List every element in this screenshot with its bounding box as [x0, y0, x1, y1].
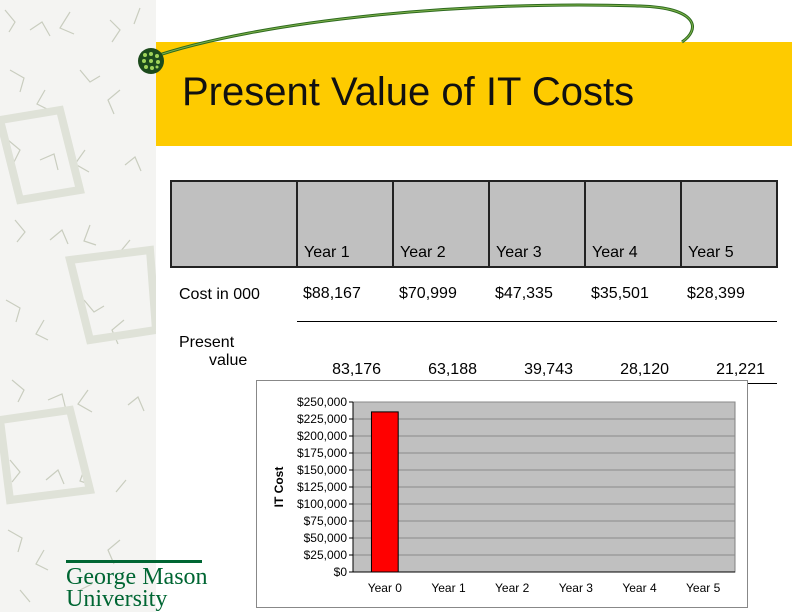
background-texture — [0, 0, 156, 612]
y-tick-label: $75,000 — [304, 514, 348, 528]
decorative-arc — [149, 3, 694, 60]
bar-year-0 — [370, 411, 399, 573]
row-label-present-value-line2: value — [209, 352, 248, 369]
pv-year-2: 63,188 — [393, 321, 489, 384]
x-tick-label: Year 1 — [431, 581, 466, 595]
table-header-corner — [170, 180, 298, 268]
globe-logo-icon — [138, 48, 164, 74]
table-header-row: Year 1 Year 2 Year 3 Year 4 Year 5 — [170, 180, 778, 268]
row-label-cost: Cost in 000 — [179, 285, 260, 303]
x-tick-label: Year 5 — [686, 581, 721, 595]
y-tick-label: $200,000 — [297, 429, 347, 443]
x-tick-label: Year 0 — [368, 581, 403, 595]
y-tick-label: $25,000 — [304, 548, 348, 562]
y-axis-label: IT Cost — [272, 467, 286, 508]
cost-year-5: $28,399 — [681, 267, 777, 322]
y-tick-label: $225,000 — [297, 412, 347, 426]
x-tick-label: Year 2 — [495, 581, 530, 595]
cost-year-2: $70,999 — [393, 267, 489, 322]
y-tick-label: $50,000 — [304, 531, 348, 545]
logo-text: George Mason University — [66, 564, 208, 612]
x-tick-label: Year 4 — [622, 581, 657, 595]
costs-table: Year 1 Year 2 Year 3 Year 4 Year 5 Cost … — [170, 180, 778, 384]
logo-line-2: University — [66, 586, 168, 612]
cost-year-4: $35,501 — [585, 267, 681, 322]
cost-year-1: $88,167 — [297, 267, 393, 322]
slide-title: Present Value of IT Costs — [182, 70, 635, 114]
table-row: Present value 83,176 63,188 39,743 28,12… — [171, 321, 777, 384]
pv-year-5: 21,221 — [681, 321, 777, 384]
title-bar — [156, 42, 792, 146]
y-tick-label: $100,000 — [297, 497, 347, 511]
header-year-3: Year 3 — [488, 180, 586, 268]
table-row: Cost in 000 $88,167 $70,999 $47,335 $35,… — [171, 267, 777, 322]
logo-line-1: George Mason — [66, 564, 208, 590]
pv-year-1: 83,176 — [297, 321, 393, 384]
header-year-4: Year 4 — [584, 180, 682, 268]
it-cost-chart: $0 $25,000 $50,000 $75,000 $100,000 $125,000 $… — [256, 380, 748, 608]
x-tick-label: Year 3 — [559, 581, 594, 595]
row-label-present-value-line1: Present — [179, 334, 235, 351]
y-tick-label: $175,000 — [297, 446, 347, 460]
header-year-1: Year 1 — [296, 180, 394, 268]
logo-rule — [66, 560, 202, 563]
y-tick-label: $150,000 — [297, 463, 347, 477]
cost-year-3: $47,335 — [489, 267, 585, 322]
header-year-2: Year 2 — [392, 180, 490, 268]
row-label-present-value: Present value — [171, 321, 297, 383]
pv-year-3: 39,743 — [489, 321, 585, 384]
y-tick-label: $0 — [334, 565, 348, 579]
header-year-5: Year 5 — [680, 180, 778, 268]
pv-year-4: 28,120 — [585, 321, 681, 384]
y-tick-label: $250,000 — [297, 395, 347, 409]
y-tick-label: $125,000 — [297, 480, 347, 494]
